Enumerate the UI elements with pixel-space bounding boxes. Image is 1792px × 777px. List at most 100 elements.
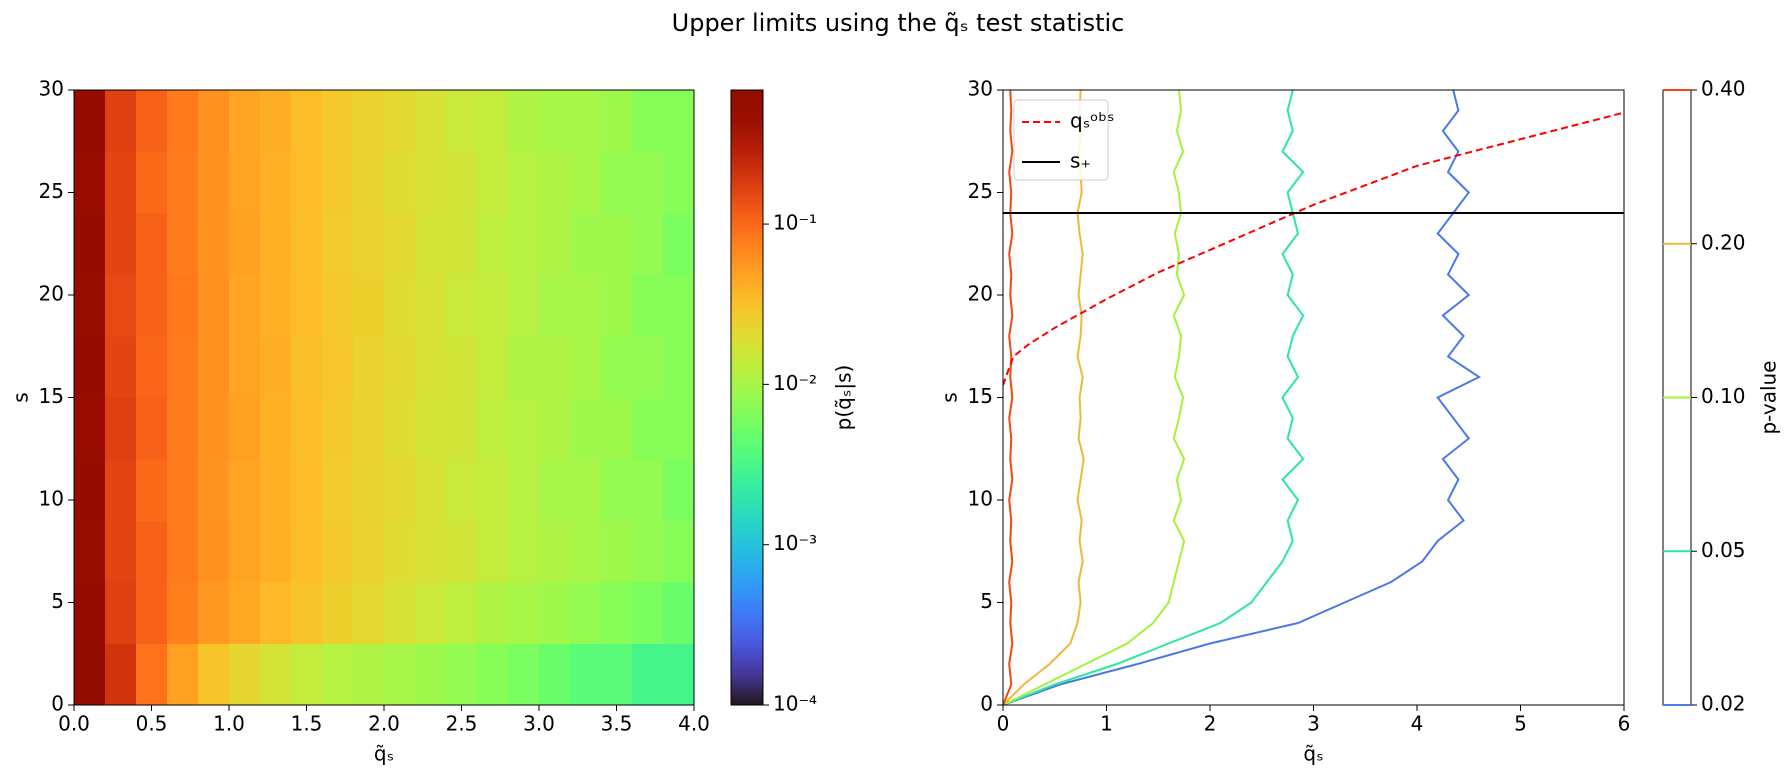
heatmap-cell: [601, 90, 633, 152]
heatmap-cell: [291, 643, 323, 706]
heatmap-cell: [415, 459, 447, 521]
heatmap-cell: [74, 582, 106, 644]
x-tick-label: 1.0: [213, 712, 245, 736]
colorbar-label: p(q̃ₛ|s): [832, 365, 856, 431]
colorbar-tick-label: 0.05: [1701, 538, 1746, 562]
heatmap-cell: [384, 643, 416, 706]
heatmap-cell: [136, 643, 168, 706]
heatmap-cell: [446, 520, 478, 583]
heatmap-cell: [663, 520, 695, 583]
heatmap-cell: [632, 520, 664, 583]
contour-line: [1003, 90, 1482, 705]
heatmap-cell: [229, 643, 261, 706]
heatmap-cell: [322, 274, 354, 337]
heatmap-cell: [539, 459, 571, 521]
y-tick-label: 0: [51, 692, 64, 716]
y-tick-label: 10: [968, 487, 993, 511]
y-tick-label: 15: [39, 384, 64, 408]
colorbar-tick-label: 10⁻¹: [773, 211, 817, 235]
heatmap-cell: [632, 459, 664, 521]
x-tick-label: 4: [1411, 712, 1424, 736]
heatmap-cell: [415, 582, 447, 644]
heatmap-cell: [508, 459, 540, 521]
heatmap-cell: [446, 90, 478, 152]
heatmap-cell: [384, 397, 416, 460]
heatmap-cell: [167, 336, 199, 398]
heatmap-cell: [229, 397, 261, 460]
heatmap-cell: [663, 90, 695, 152]
heatmap-cell: [136, 582, 168, 644]
legend-label: qₛᵒᵇˢ: [1070, 109, 1114, 133]
y-tick-label: 20: [39, 282, 64, 306]
heatmap-cell: [415, 213, 447, 275]
heatmap-cell: [570, 213, 602, 275]
heatmap-cell: [601, 151, 633, 214]
heatmap-cell: [136, 397, 168, 460]
heatmap-cell: [105, 213, 137, 275]
colorbar: [730, 89, 764, 706]
heatmap-cell: [291, 274, 323, 337]
heatmap-cell: [539, 274, 571, 337]
heatmap-cell: [167, 459, 199, 521]
heatmap-cell: [198, 336, 230, 398]
heatmap-cell: [322, 397, 354, 460]
heatmap-cell: [74, 459, 106, 521]
heatmap-cell: [508, 520, 540, 583]
heatmap-cell: [291, 397, 323, 460]
heatmap-cell: [105, 459, 137, 521]
heatmap-cell: [415, 643, 447, 706]
y-tick-label: 20: [968, 282, 993, 306]
heatmap-cell: [446, 459, 478, 521]
heatmap-cell: [198, 90, 230, 152]
heatmap-cell: [415, 90, 447, 152]
heatmap-cell: [570, 643, 602, 706]
heatmap-cell: [539, 213, 571, 275]
heatmap-cell: [229, 213, 261, 275]
series-line: [1003, 111, 1624, 386]
heatmap-cell: [384, 274, 416, 337]
heatmap-cell: [260, 520, 292, 583]
heatmap-cell: [353, 582, 385, 644]
heatmap-cell: [105, 336, 137, 398]
heatmap-cell: [167, 397, 199, 460]
heatmap-cell: [570, 90, 602, 152]
heatmap-cell: [508, 90, 540, 152]
heatmap-cell: [136, 274, 168, 337]
heatmap-cell: [601, 582, 633, 644]
x-tick-label: 2.0: [368, 712, 400, 736]
heatmap-cell: [260, 397, 292, 460]
y-tick-label: 25: [968, 179, 993, 203]
heatmap-cell: [415, 520, 447, 583]
heatmap-cell: [322, 459, 354, 521]
x-tick-label: 0.5: [136, 712, 168, 736]
heatmap-cell: [229, 582, 261, 644]
heatmap-cell: [477, 397, 509, 460]
x-tick-label: 6: [1618, 712, 1631, 736]
heatmap-cell: [539, 582, 571, 644]
colorbar-tick-label: 0.40: [1701, 77, 1746, 101]
heatmap-cell: [570, 397, 602, 460]
heatmap-cell: [353, 336, 385, 398]
heatmap-cell: [508, 397, 540, 460]
heatmap-cell: [632, 397, 664, 460]
heatmap-cell: [477, 643, 509, 706]
heatmap-cell: [291, 582, 323, 644]
heatmap-cell: [291, 151, 323, 214]
heatmap-cell: [601, 213, 633, 275]
heatmap-cell: [353, 213, 385, 275]
heatmap-cell: [663, 151, 695, 214]
colorbar-label: p-value: [1757, 360, 1781, 434]
heatmap-cell: [260, 90, 292, 152]
heatmap-cell: [663, 336, 695, 398]
heatmap-cell: [539, 397, 571, 460]
heatmap-cell: [384, 213, 416, 275]
x-tick-label: 2: [1204, 712, 1217, 736]
heatmap-cell: [539, 336, 571, 398]
x-tick-label: 0.0: [58, 712, 90, 736]
heatmap-cell: [508, 274, 540, 337]
heatmap-cell: [539, 520, 571, 583]
heatmap-cell: [198, 520, 230, 583]
heatmap-cell: [167, 213, 199, 275]
heatmap-cell: [508, 213, 540, 275]
heatmap-cell: [477, 274, 509, 337]
